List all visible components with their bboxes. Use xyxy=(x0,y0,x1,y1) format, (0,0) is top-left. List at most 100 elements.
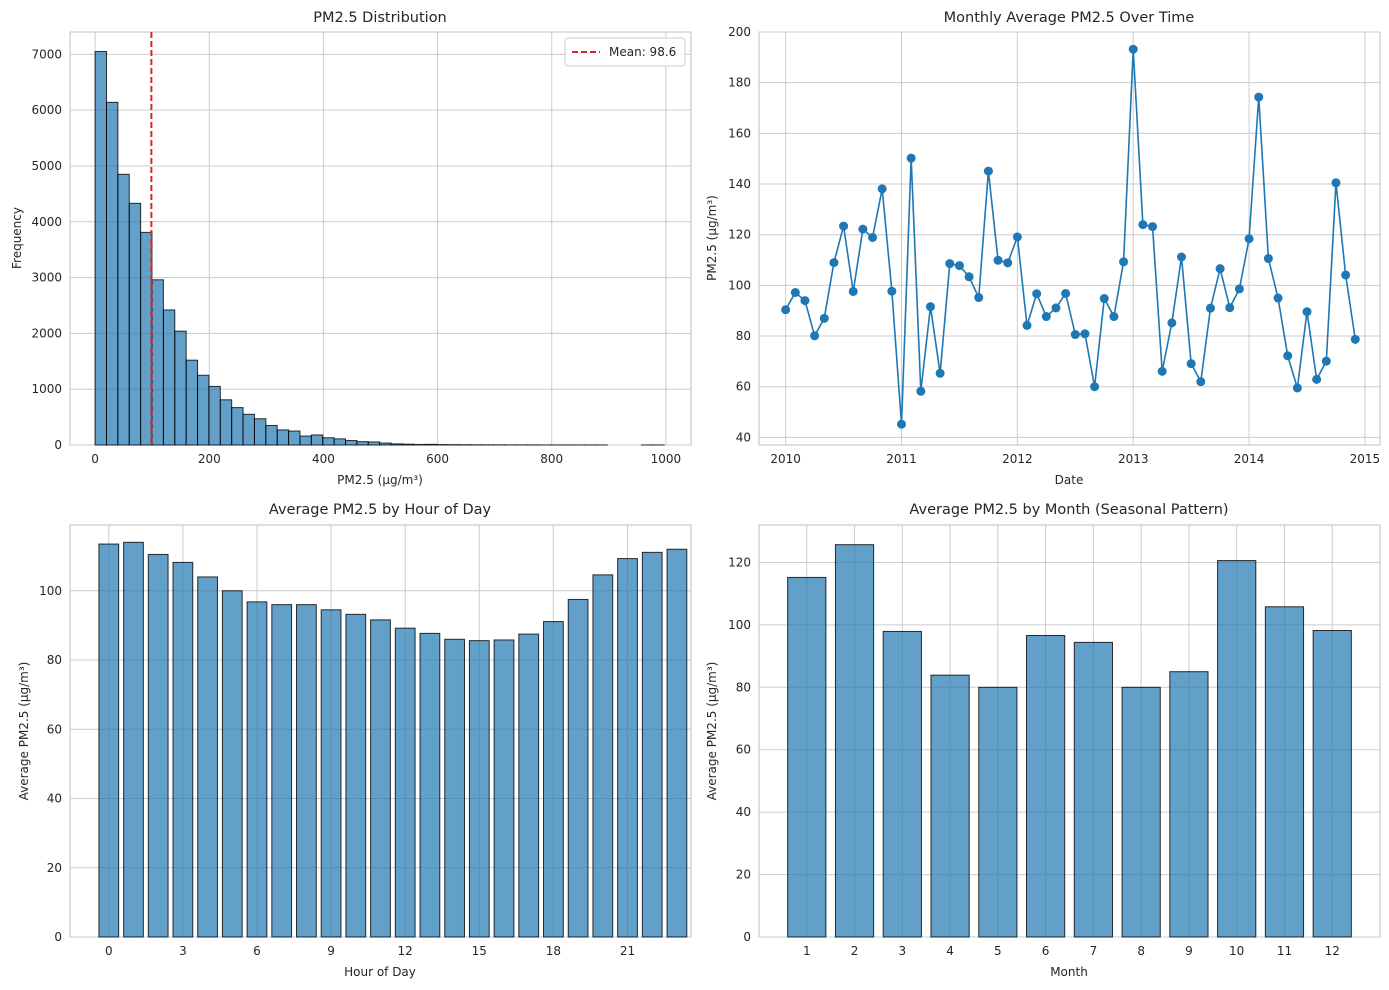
monthly-y-label: Average PM2.5 (µg/m³) xyxy=(705,662,719,801)
histogram-bar xyxy=(322,437,335,446)
histogram-bar xyxy=(162,309,176,446)
hourly-bar xyxy=(419,632,441,938)
histogram-bar xyxy=(242,413,255,446)
histogram-x-tick-label: 200 xyxy=(198,452,221,466)
pm25-series-point xyxy=(1099,294,1109,304)
monthly-bar xyxy=(930,674,970,938)
pm25-series-point xyxy=(1244,234,1254,244)
histogram-bar xyxy=(390,443,403,446)
pm25-series-point xyxy=(1341,270,1351,280)
histogram-bar xyxy=(367,441,381,446)
histogram-y-label: Frequency xyxy=(10,207,24,269)
pm25-series-point xyxy=(1176,252,1186,262)
histogram-bar xyxy=(356,441,369,446)
hourly-bar xyxy=(296,604,317,938)
monthly-bar xyxy=(978,686,1018,938)
pm25-series-point xyxy=(945,259,955,269)
monthly-x-tick-label: 1 xyxy=(803,944,811,958)
pm25-series-point xyxy=(1196,377,1206,387)
hourly-x-tick-label: 15 xyxy=(472,944,487,958)
hourly-y-tick-label: 40 xyxy=(47,792,62,806)
monthly-y-tick-label: 120 xyxy=(728,555,751,569)
pm25-series-point xyxy=(829,258,839,268)
hourly-bar xyxy=(172,561,194,938)
timeseries-y-tick-label: 160 xyxy=(728,126,751,140)
pm25-series-point xyxy=(877,184,887,194)
hourly-bar xyxy=(641,551,663,938)
monthly-bar xyxy=(787,576,827,938)
monthly-bar xyxy=(834,544,875,938)
pm25-series-point xyxy=(1051,303,1061,313)
pm25-series-point xyxy=(1041,312,1051,322)
pm25-series-point xyxy=(868,232,878,242)
pm25-series-point xyxy=(1061,288,1071,298)
pm25-series-point xyxy=(1080,329,1090,339)
histogram-bar xyxy=(219,399,233,446)
hourly-title: Average PM2.5 by Hour of Day xyxy=(269,502,492,518)
monthly-x-tick-label: 5 xyxy=(994,944,1002,958)
pm25-series-point xyxy=(925,302,935,312)
histogram-bar xyxy=(105,101,119,446)
timeseries-y-tick-label: 200 xyxy=(728,25,751,39)
hourly-x-tick-label: 12 xyxy=(398,944,413,958)
timeseries-y-tick-label: 60 xyxy=(736,380,751,394)
pm25-series-point xyxy=(819,313,829,323)
pm25-series-point xyxy=(954,261,964,271)
pm25-series-point xyxy=(1225,303,1235,313)
pm25-series-point xyxy=(1167,318,1177,328)
hourly-x-tick-label: 21 xyxy=(620,944,635,958)
timeseries-y-label: PM2.5 (µg/m³) xyxy=(705,195,719,281)
pm25-series-point xyxy=(964,272,974,282)
monthly-y-tick-label: 100 xyxy=(728,618,751,632)
monthly-y-tick-label: 80 xyxy=(736,680,751,694)
pm25-series-point xyxy=(1215,264,1225,274)
hourly-x-tick-label: 3 xyxy=(179,944,187,958)
timeseries-title: Monthly Average PM2.5 Over Time xyxy=(944,10,1195,26)
histogram-bar xyxy=(128,202,142,446)
pm25-series-point xyxy=(887,286,897,296)
hourly-bar xyxy=(271,604,293,938)
histogram-x-label: PM2.5 (µg/m³) xyxy=(337,473,423,487)
timeseries-y-tick-label: 180 xyxy=(728,76,751,90)
pm25-series-point xyxy=(800,296,810,306)
histogram-bar xyxy=(299,435,312,446)
histogram-bar xyxy=(310,434,324,446)
monthly-bar xyxy=(882,630,922,938)
pm25-series-point xyxy=(983,166,993,176)
histogram-bar xyxy=(117,173,130,446)
pm25-series-point xyxy=(790,287,800,297)
pm25-series-point xyxy=(1283,351,1293,361)
hourly-y-tick-label: 100 xyxy=(39,584,62,598)
histogram-legend: Mean: 98.6 xyxy=(564,37,686,67)
hourly-y-tick-label: 60 xyxy=(47,722,62,736)
pm25-series-point xyxy=(1350,334,1360,344)
histogram-x-tick-label: 600 xyxy=(426,452,449,466)
monthly-x-tick-label: 3 xyxy=(898,944,906,958)
hourly-bar xyxy=(246,601,268,938)
pm25-series-point xyxy=(1302,307,1312,317)
monthly-bar xyxy=(1121,686,1161,938)
timeseries-y-tick-label: 140 xyxy=(728,177,751,191)
pm25-series-point xyxy=(1070,330,1080,340)
monthly-x-tick-label: 12 xyxy=(1325,944,1340,958)
histogram-title: PM2.5 Distribution xyxy=(313,10,447,26)
hourly-bar xyxy=(468,640,490,938)
hourly-bar xyxy=(123,541,144,938)
pm25-series-point xyxy=(1138,220,1148,230)
histogram-bar xyxy=(197,374,210,446)
monthly-bar xyxy=(1312,629,1352,938)
monthly-bar xyxy=(1026,634,1066,938)
pm25-series-point xyxy=(1090,382,1100,392)
hourly-bar xyxy=(320,609,342,938)
pm25-series-point xyxy=(1128,44,1138,54)
hourly-bar xyxy=(221,590,243,938)
histogram-y-tick-label: 5000 xyxy=(31,159,62,173)
hourly-bar xyxy=(617,558,638,938)
pm25-series-point xyxy=(1292,383,1302,393)
pm25-series-point xyxy=(839,221,849,231)
histogram-bar xyxy=(333,438,347,446)
monthly-x-tick-label: 2 xyxy=(851,944,859,958)
hourly-y-tick-label: 20 xyxy=(47,861,62,875)
pm25-series-point xyxy=(906,153,916,163)
pm25-series-point xyxy=(935,368,945,378)
